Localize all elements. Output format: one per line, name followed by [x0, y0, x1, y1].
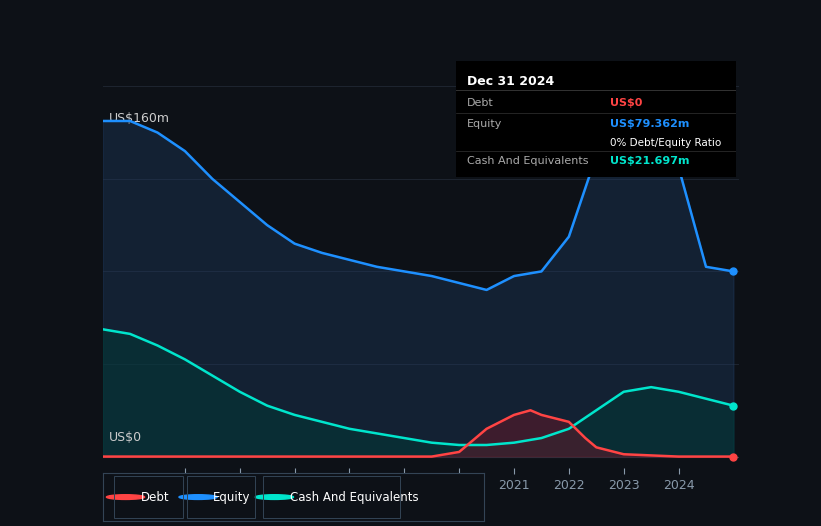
- Bar: [263, 476, 401, 519]
- Text: Equity: Equity: [467, 118, 502, 129]
- Circle shape: [179, 494, 218, 500]
- Circle shape: [107, 494, 144, 500]
- Text: 0% Debt/Equity Ratio: 0% Debt/Equity Ratio: [610, 138, 721, 148]
- Text: US$79.362m: US$79.362m: [610, 118, 689, 129]
- Text: US$0: US$0: [109, 431, 142, 444]
- Text: US$160m: US$160m: [109, 112, 170, 125]
- Circle shape: [255, 494, 294, 500]
- Text: Cash And Equivalents: Cash And Equivalents: [467, 156, 589, 166]
- Text: Debt: Debt: [141, 491, 169, 503]
- Text: Cash And Equivalents: Cash And Equivalents: [290, 491, 419, 503]
- Bar: [114, 476, 183, 519]
- Bar: [186, 476, 255, 519]
- Text: Debt: Debt: [467, 98, 493, 108]
- Text: Dec 31 2024: Dec 31 2024: [467, 75, 554, 88]
- Text: US$0: US$0: [610, 98, 642, 108]
- Text: Equity: Equity: [213, 491, 251, 503]
- Text: US$21.697m: US$21.697m: [610, 156, 690, 166]
